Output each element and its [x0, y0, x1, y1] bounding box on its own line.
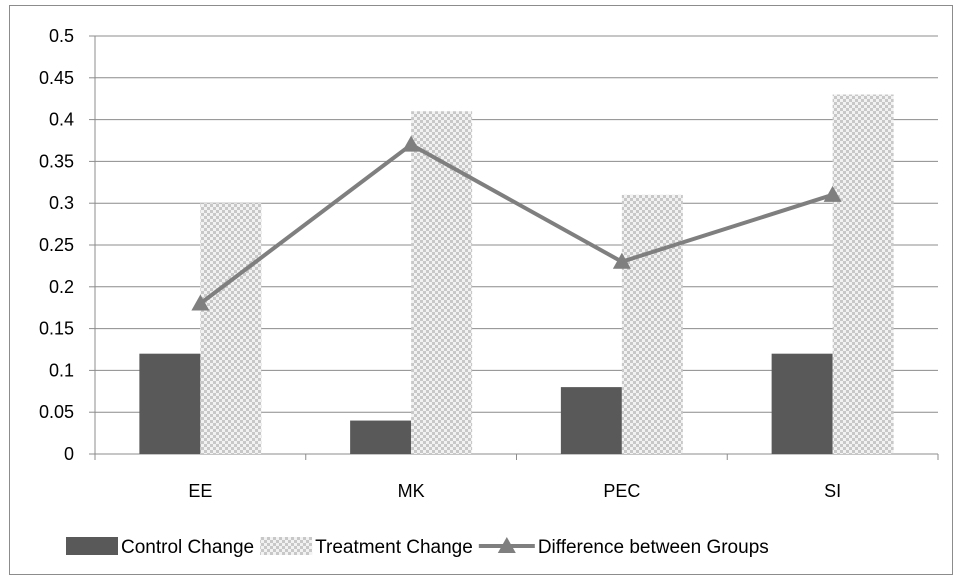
legend-label: Difference between Groups [538, 537, 769, 558]
y-tick-label: 0.5 [49, 26, 74, 46]
difference-series-line [199, 142, 834, 306]
legend-label: Control Change [121, 537, 254, 558]
y-tick-label: 0.3 [49, 193, 74, 213]
treatment-change-bar [200, 203, 262, 454]
legend-swatch-treatment [260, 537, 313, 555]
difference-point-marker [402, 135, 421, 152]
difference-line [191, 135, 842, 311]
difference-point-marker [191, 294, 210, 311]
y-tick-label: 0.4 [49, 110, 74, 130]
bars [139, 94, 894, 455]
treatment-change-bar [621, 194, 683, 454]
x-tick-label: EE [188, 481, 212, 501]
y-tick-label: 0.15 [39, 319, 74, 339]
control-change-bar [139, 353, 201, 454]
legend-swatch-control [66, 537, 118, 555]
difference-point-marker [823, 185, 842, 202]
difference-point-marker [612, 252, 631, 269]
tick-labels: 0 0.05 0.1 0.15 0.2 0.25 0.3 0.35 0.4 0.45 0.5 EE MK… [39, 26, 841, 501]
legend: Control Change Treatment Change Difference… [66, 537, 769, 558]
y-tick-label: 0.25 [39, 235, 74, 255]
x-tick-label: PEC [603, 481, 640, 501]
chart-frame [9, 5, 953, 575]
control-change-bar [560, 387, 622, 454]
y-tick-label: 0.05 [39, 402, 74, 422]
x-tick-label: MK [398, 481, 425, 501]
y-tick-label: 0 [64, 444, 74, 464]
control-change-bar [350, 420, 412, 454]
treatment-change-bar [832, 94, 894, 455]
legend-label: Treatment Change [315, 537, 473, 558]
treatment-change-bar [411, 111, 473, 455]
y-tick-label: 0.35 [39, 151, 74, 171]
x-tick-label: SI [824, 481, 841, 501]
legend-swatch-difference-marker [497, 537, 516, 553]
y-tick-label: 0.45 [39, 68, 74, 88]
y-tick-label: 0.2 [49, 277, 74, 297]
control-change-bar [771, 353, 833, 454]
y-tick-label: 0.1 [49, 360, 74, 380]
